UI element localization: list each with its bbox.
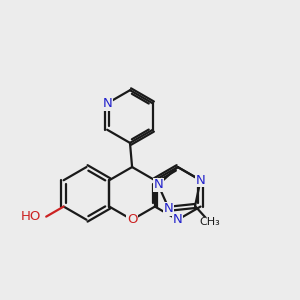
Text: CH₃: CH₃ xyxy=(199,217,220,227)
Text: N: N xyxy=(153,178,163,191)
Text: O: O xyxy=(127,213,137,226)
Text: N: N xyxy=(196,174,206,187)
Text: O: O xyxy=(127,213,137,226)
Text: N: N xyxy=(102,97,112,110)
Text: N: N xyxy=(153,178,163,191)
Text: N: N xyxy=(164,202,174,215)
Text: HO: HO xyxy=(21,210,42,223)
Text: N: N xyxy=(173,213,183,226)
Text: N: N xyxy=(102,97,112,110)
Text: N: N xyxy=(173,213,183,226)
Text: N: N xyxy=(196,174,206,187)
Text: N: N xyxy=(164,202,174,215)
